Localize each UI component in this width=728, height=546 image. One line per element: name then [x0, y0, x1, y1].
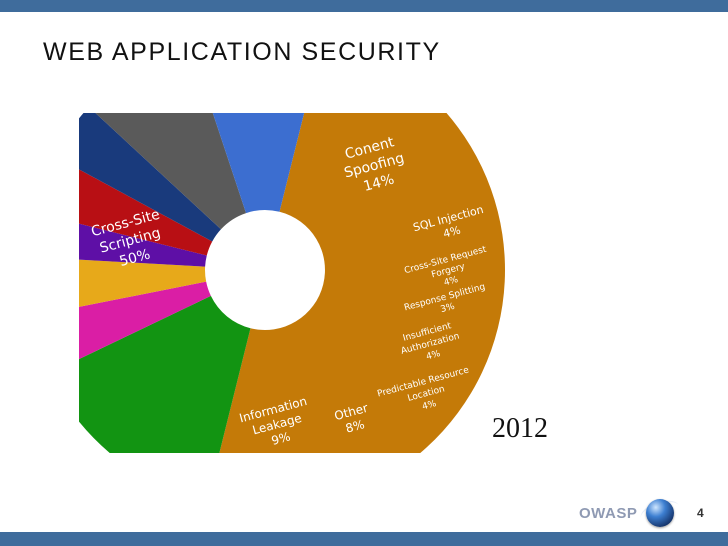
globe-logo-icon: [646, 499, 674, 527]
slice-label-1: ConentSpoofing14%: [338, 133, 411, 199]
slice-label-line: 4%: [443, 275, 460, 288]
slice-label-line: 3%: [440, 302, 457, 315]
pie-slice-2: [79, 281, 211, 360]
pie-slice-5: [79, 169, 213, 256]
page-number: 4: [697, 506, 704, 520]
slice-label-line: 50%: [118, 247, 152, 271]
slice-label-line: 4%: [421, 399, 438, 412]
slice-label-7: Other8%: [333, 401, 373, 438]
pie-slice-4: [79, 223, 207, 267]
pie-slice-3: [79, 259, 207, 307]
pie-slice-8: [212, 113, 305, 214]
pie-slice-6: [79, 113, 221, 242]
brand-text: OWASP: [579, 505, 638, 522]
top-bar: [0, 0, 728, 12]
slice-label-line: 4%: [425, 349, 442, 362]
pie-slice-0: [219, 113, 505, 453]
slice-label-line: 9%: [270, 429, 292, 447]
slice-label-line: 4%: [442, 224, 462, 241]
pie-slice-1: [79, 295, 251, 453]
slice-label-line: 8%: [344, 417, 366, 435]
bottom-bar: [0, 532, 728, 546]
pie-slice-7: [95, 113, 247, 230]
slide-title: WEB APPLICATION SECURITY: [43, 38, 441, 66]
slice-label-line: 14%: [362, 172, 396, 196]
year-label: 2012: [492, 413, 548, 444]
